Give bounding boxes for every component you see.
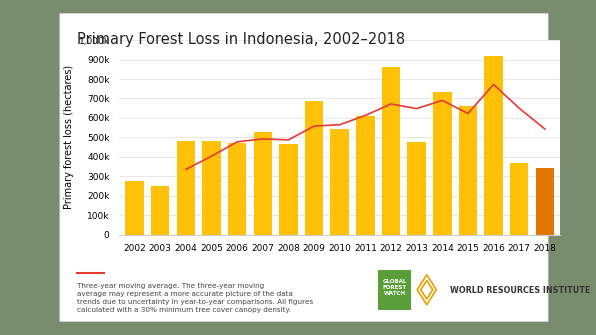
Text: Primary Forest Loss in Indonesia, 2002–2018: Primary Forest Loss in Indonesia, 2002–2… <box>77 32 406 47</box>
Bar <box>279 144 297 234</box>
Bar <box>125 181 144 234</box>
Bar <box>202 141 221 234</box>
Bar <box>331 129 349 234</box>
Y-axis label: Primary forest loss (hectares): Primary forest loss (hectares) <box>64 65 74 209</box>
Text: WORLD RESOURCES INSTITUTE: WORLD RESOURCES INSTITUTE <box>450 286 590 295</box>
Bar <box>459 106 477 234</box>
Bar <box>305 102 323 234</box>
Bar <box>228 143 246 234</box>
Bar <box>485 56 503 234</box>
Text: Three-year moving average. The three-year moving
average may represent a more ac: Three-year moving average. The three-yea… <box>77 283 313 313</box>
Bar <box>151 186 169 234</box>
Bar <box>510 162 529 234</box>
Bar <box>176 141 195 234</box>
Bar <box>408 142 426 234</box>
Bar <box>433 92 452 234</box>
Bar <box>536 169 554 234</box>
Text: GLOBAL
FOREST
WATCH: GLOBAL FOREST WATCH <box>383 279 407 296</box>
Bar <box>253 132 272 234</box>
Bar <box>356 116 375 234</box>
Bar <box>382 67 401 234</box>
